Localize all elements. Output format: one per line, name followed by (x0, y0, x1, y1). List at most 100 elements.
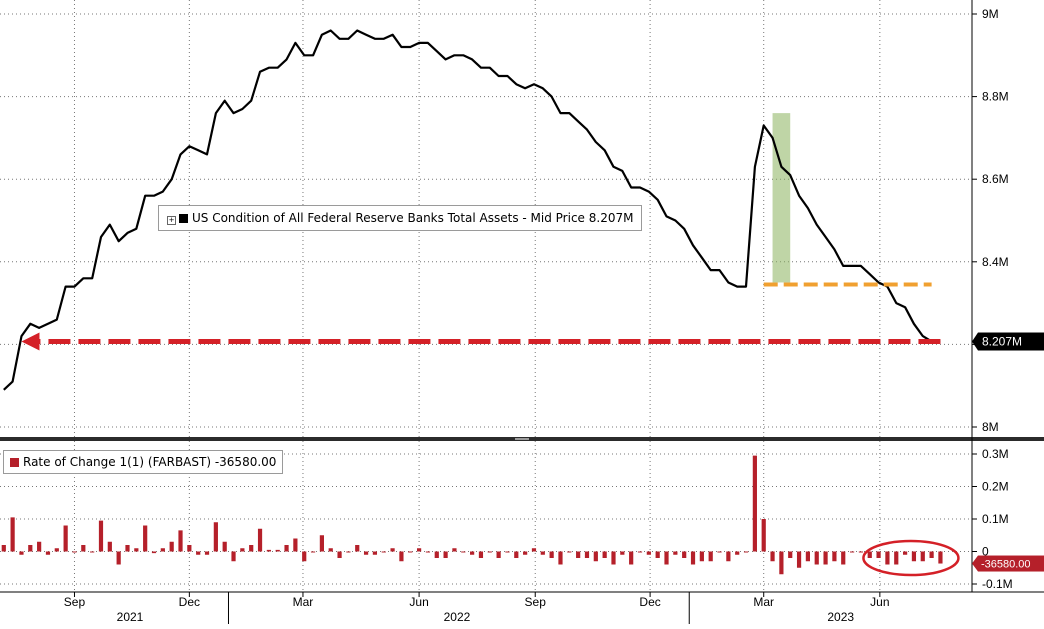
roc-bar (531, 548, 537, 552)
legend-top[interactable]: + US Condition of All Federal Reserve Ban… (158, 205, 643, 231)
roc-bar (761, 519, 766, 552)
roc-bar (187, 545, 192, 552)
roc-bar (911, 551, 917, 562)
roc-bar (523, 551, 528, 555)
roc-bar (814, 551, 819, 565)
roc-bar (10, 517, 15, 552)
roc-bar (602, 551, 607, 558)
last-price-label: 8.207M (982, 335, 1022, 349)
roc-bar (867, 551, 872, 558)
panel-resize-handle (515, 438, 529, 440)
roc-bar (876, 551, 881, 558)
roc-bar (275, 549, 280, 552)
roc-bar (81, 545, 86, 552)
roc-bar (726, 551, 731, 562)
roc-bar (328, 548, 333, 552)
roc-bar (72, 551, 77, 553)
y-tick-label: 9M (982, 7, 999, 21)
roc-bar (646, 551, 651, 555)
roc-bar (496, 551, 501, 558)
roc-bar (372, 551, 378, 555)
year-label: 2023 (827, 610, 854, 624)
y-tick-label: 0 (982, 545, 989, 559)
roc-bar (408, 551, 413, 553)
roc-bar (28, 545, 33, 552)
roc-bar (222, 541, 227, 552)
roc-bar (151, 551, 157, 554)
roc-bar (664, 551, 669, 565)
roc-bar (717, 551, 722, 553)
roc-bar (823, 551, 828, 565)
roc-bar (788, 551, 793, 558)
y-tick-label: 0.2M (982, 480, 1009, 494)
roc-bar (487, 551, 492, 553)
roc-bar (655, 551, 660, 558)
roc-bar (1, 545, 6, 552)
roc-bar (196, 551, 201, 555)
last-roc-label: -36580.00 (981, 559, 1031, 571)
roc-bar (567, 551, 572, 553)
roc-bar (929, 551, 934, 558)
roc-bar (302, 551, 307, 562)
roc-bar (593, 551, 598, 562)
y-tick-label: 8.2M (982, 337, 1009, 351)
roc-bar (699, 551, 704, 562)
y-tick-label: 0.1M (982, 512, 1009, 526)
y-tick-label: 8.4M (982, 255, 1009, 269)
highlight-band (772, 113, 791, 283)
roc-bar (169, 541, 174, 552)
roc-bar (346, 551, 351, 553)
last-roc-pointer (972, 555, 978, 572)
roc-bar (116, 551, 121, 565)
total-assets-line (3, 29, 941, 391)
roc-bar (849, 551, 855, 553)
roc-bar (673, 551, 678, 555)
x-tick-label: Jun (870, 595, 889, 609)
roc-bar (690, 551, 696, 565)
grid-lines (0, 0, 972, 592)
roc-bar (134, 548, 139, 552)
roc-bar (399, 551, 404, 562)
roc-bar (858, 551, 864, 553)
x-tick-label: Dec (179, 595, 200, 609)
roc-bar (832, 551, 837, 562)
roc-bar (478, 551, 484, 558)
roc-bar (461, 551, 466, 553)
legend-bottom-swatch (10, 458, 19, 467)
roc-bar (63, 525, 68, 552)
y-tick-label: 8.8M (982, 90, 1009, 104)
roc-bar (708, 551, 713, 562)
roc-bar (894, 551, 899, 565)
roc-bar (204, 551, 210, 555)
roc-bar (337, 551, 342, 558)
roc-bar (355, 545, 360, 552)
roc-bar (611, 551, 616, 565)
roc-bar (735, 551, 740, 555)
y-tick-label: 8.6M (982, 172, 1009, 186)
roc-bar (470, 551, 475, 555)
annotations-front (21, 282, 1044, 577)
legend-bottom-text: Rate of Change 1(1) (FARBAST) -36580.00 (23, 455, 277, 469)
roc-bar (266, 549, 271, 552)
roc-bar (752, 455, 757, 552)
roc-bar (363, 551, 369, 555)
x-tick-label: Mar (293, 595, 314, 609)
roc-bar (293, 538, 298, 552)
legend-bottom[interactable]: Rate of Change 1(1) (FARBAST) -36580.00 (3, 450, 284, 474)
roc-bar (779, 551, 784, 575)
legend-top-text: US Condition of All Federal Reserve Bank… (192, 211, 634, 225)
roc-bar (682, 551, 687, 558)
x-tick-label: Mar (753, 595, 774, 609)
roc-bar (249, 545, 254, 552)
red-ellipse (862, 539, 960, 577)
roc-bar (514, 551, 519, 558)
x-tick-label: Sep (525, 595, 547, 609)
roc-bar (284, 545, 289, 552)
roc-bar (257, 528, 263, 552)
expand-icon[interactable]: + (167, 216, 176, 225)
last-roc-box (978, 555, 1044, 572)
roc-bar (841, 551, 846, 565)
last-price-pointer (972, 332, 978, 351)
roc-bar (558, 551, 563, 565)
